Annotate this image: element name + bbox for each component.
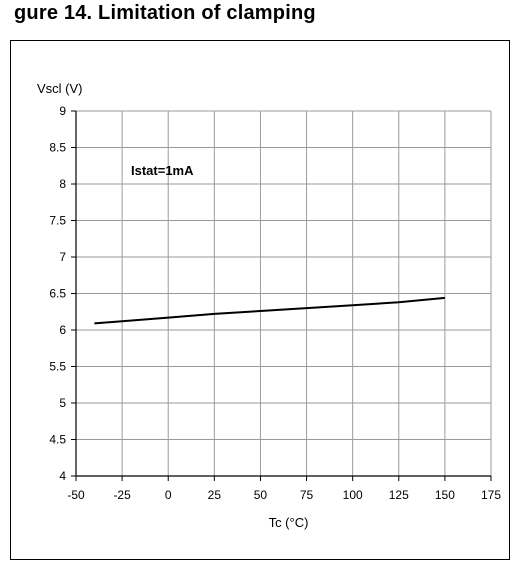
y-tick-label: 9 [59, 104, 66, 118]
y-tick-label: 8.5 [49, 141, 66, 155]
x-tick-label: 25 [208, 488, 222, 502]
y-tick-label: 4.5 [49, 433, 66, 447]
x-tick-label: 150 [435, 488, 455, 502]
series-layer [94, 296, 445, 325]
y-tick-label: 6 [59, 323, 66, 337]
y-tick-label: 4 [59, 469, 66, 483]
y-tick-label: 8 [59, 177, 66, 191]
chart-annotation: Istat=1mA [131, 163, 194, 178]
x-tick-label: 50 [254, 488, 268, 502]
chart-frame: -50 -25 0 25 50 75 100 125 150 175 4 4.5 5 5.5 6 6.5 7 7.… [10, 40, 510, 560]
y-tick-label: 5.5 [49, 360, 66, 374]
y-tick-label: 5 [59, 396, 66, 410]
x-tick-label: -25 [113, 488, 131, 502]
y-tick-label: 6.5 [49, 287, 66, 301]
axes: -50 -25 0 25 50 75 100 125 150 175 4 4.5 5 5.5 6 6.5 7 7.… [49, 104, 501, 502]
x-tick-label: 0 [165, 488, 172, 502]
y-tick-label: 7.5 [49, 214, 66, 228]
x-tick-label: 75 [300, 488, 314, 502]
x-tick-label: 125 [389, 488, 409, 502]
y-axis-label: Vscl (V) [37, 81, 83, 96]
page-title: gure 14. Limitation of clamping [14, 2, 316, 24]
x-tick-label: 100 [343, 488, 363, 502]
x-axis-label: Tc (°C) [269, 515, 309, 530]
x-tick-label: 175 [481, 488, 501, 502]
series-line [94, 296, 445, 325]
x-tick-label: -50 [67, 488, 85, 502]
y-tick-label: 7 [59, 250, 66, 264]
chart: -50 -25 0 25 50 75 100 125 150 175 4 4.5 5 5.5 6 6.5 7 7.… [37, 81, 501, 530]
